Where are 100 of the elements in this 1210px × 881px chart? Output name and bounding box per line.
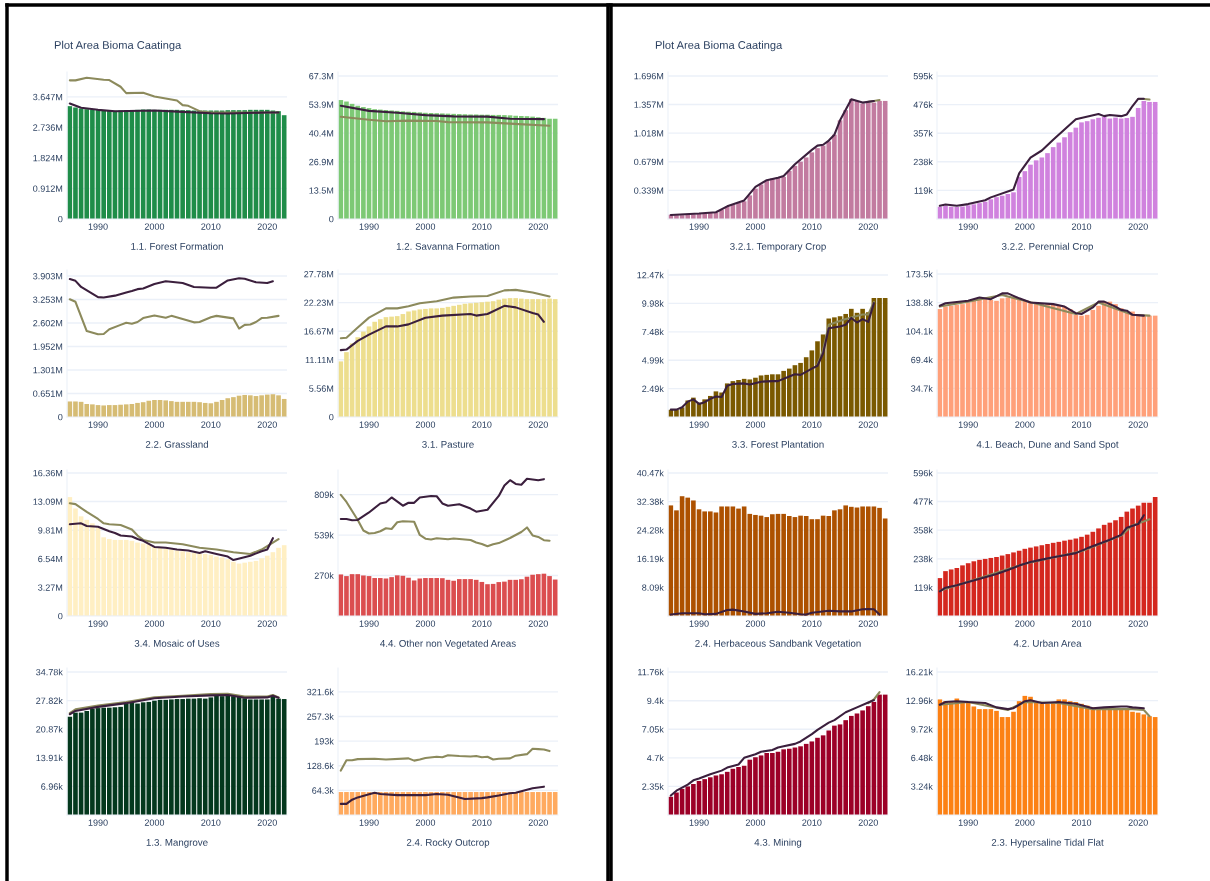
y-tick-label: 0 [58, 612, 63, 620]
x-axis-title: 3.2.1. Temporary Crop [730, 242, 826, 252]
x-tick-label: 1990 [689, 819, 709, 826]
x-tick-label: 1990 [958, 819, 978, 826]
y-tick-label: 67.3M [309, 73, 334, 80]
line-series [339, 785, 545, 805]
y-tick-label: 9.4k [647, 697, 664, 705]
y-tick-label: 477k [913, 498, 933, 505]
y-tick-label: 0 [329, 413, 334, 421]
line-series [68, 502, 280, 555]
x-tick-label: 2000 [144, 421, 165, 428]
y-tick-label: 238k [913, 158, 933, 166]
y-tick-label: 69.4k [911, 356, 933, 364]
y-tick-label: 2.736M [33, 124, 63, 131]
x-tick-label: 2010 [1071, 819, 1092, 826]
y-tick-label: 119k [914, 584, 933, 591]
y-tick-label: 357k [913, 129, 933, 137]
y-tick-label: 0.679M [634, 158, 664, 166]
x-tick-label: 1990 [88, 223, 108, 230]
x-tick-label: 2000 [415, 421, 436, 428]
line-series [339, 304, 545, 352]
y-tick-label: 1.357M [634, 101, 664, 108]
line-series [669, 699, 875, 797]
x-axis-title: 4.1. Beach, Dune and Sand Spot [976, 440, 1119, 450]
line-series [669, 302, 875, 411]
y-tick-label: 3.647M [33, 93, 63, 101]
line-series [339, 477, 545, 522]
y-tick-label: 40.4M [308, 130, 334, 137]
y-tick-label: 1.696M [634, 72, 664, 80]
x-tick-label: 2020 [257, 223, 277, 230]
x-tick-label: 2010 [201, 421, 221, 428]
x-tick-label: 2010 [201, 819, 221, 826]
y-tick-label: 11.11M [305, 356, 334, 364]
x-tick-label: 2010 [802, 620, 822, 627]
y-tick-label: 9.98k [642, 300, 664, 307]
y-tick-label: 3.253M [33, 296, 63, 303]
x-axis-title: 4.4. Other non Vegetated Areas [380, 639, 516, 649]
y-tick-label: 119k [914, 187, 933, 194]
x-tick-label: 2000 [144, 620, 165, 627]
line-series [339, 104, 545, 121]
x-tick-label: 2000 [745, 421, 766, 428]
x-tick-label: 2010 [472, 421, 492, 428]
y-tick-label: 4.7k [646, 754, 664, 762]
x-tick-label: 2000 [1015, 819, 1035, 826]
y-tick-label: 34.78k [36, 668, 63, 676]
y-tick-label: 40.47k [636, 469, 664, 477]
x-axis-title: 1.2. Savanna Formation [396, 242, 500, 250]
x-tick-label: 2020 [257, 620, 277, 627]
x-tick-label: 2010 [472, 620, 492, 627]
line-series [339, 747, 551, 772]
y-tick-label: 0.651M [33, 390, 63, 397]
y-tick-label: 809k [314, 491, 334, 498]
x-tick-label: 2010 [201, 223, 221, 230]
x-tick-label: 2000 [1015, 620, 1035, 627]
x-axis-title: 3.3. Forest Plantation [732, 440, 824, 448]
line-series [339, 115, 551, 127]
x-axis-title: 1.1. Forest Formation [131, 242, 223, 250]
x-tick-label: 1990 [958, 421, 978, 428]
y-tick-label: 595k [913, 72, 933, 80]
x-tick-label: 1990 [359, 620, 379, 627]
y-tick-label: 2.49k [642, 385, 664, 393]
x-tick-label: 2010 [802, 819, 822, 826]
y-tick-label: 13.91k [36, 754, 63, 762]
y-tick-label: 9.81M [38, 527, 63, 534]
y-tick-label: 3.27M [38, 584, 63, 591]
x-tick-label: 2020 [528, 819, 548, 826]
x-axis-title: 4.3. Mining [754, 838, 802, 848]
y-tick-label: 16.36M [33, 469, 63, 477]
y-tick-label: 34.7k [911, 385, 933, 392]
line-series [339, 288, 551, 340]
y-tick-label: 128.6k [307, 762, 334, 770]
y-tick-label: 53.9M [309, 101, 334, 108]
x-tick-label: 2020 [1128, 223, 1148, 230]
x-tick-label: 2000 [745, 819, 766, 826]
x-tick-label: 2000 [745, 620, 766, 627]
y-tick-label: 2.35k [642, 783, 664, 790]
y-tick-label: 2.602M [33, 319, 63, 327]
y-tick-label: 1.018M [634, 130, 664, 137]
y-tick-label: 270k [314, 572, 334, 579]
x-tick-label: 1990 [689, 620, 709, 627]
y-tick-label: 238k [913, 555, 933, 563]
line-series [68, 277, 274, 299]
y-tick-label: 138.8k [906, 299, 933, 306]
y-tick-label: 12.47k [637, 271, 664, 279]
y-tick-label: 16.19k [637, 555, 664, 563]
x-tick-label: 2010 [472, 223, 492, 230]
y-tick-label: 321.6k [307, 688, 334, 696]
y-tick-label: 8.09k [642, 584, 664, 591]
x-tick-label: 1990 [88, 421, 108, 428]
y-tick-label: 596k [913, 469, 933, 477]
y-tick-label: 32.38k [637, 498, 664, 505]
x-tick-label: 2000 [415, 620, 436, 627]
y-tick-label: 1.952M [33, 343, 63, 350]
y-tick-label: 3.24k [911, 783, 933, 790]
x-tick-label: 2020 [858, 421, 878, 428]
x-axis-title: 2.4. Herbaceous Sandbank Vegetation [695, 639, 861, 649]
y-tick-label: 16.67M [304, 328, 334, 335]
x-axis-title: 3.1. Pasture [422, 440, 474, 448]
x-tick-label: 2020 [528, 421, 548, 428]
y-tick-label: 9.72k [911, 725, 933, 733]
